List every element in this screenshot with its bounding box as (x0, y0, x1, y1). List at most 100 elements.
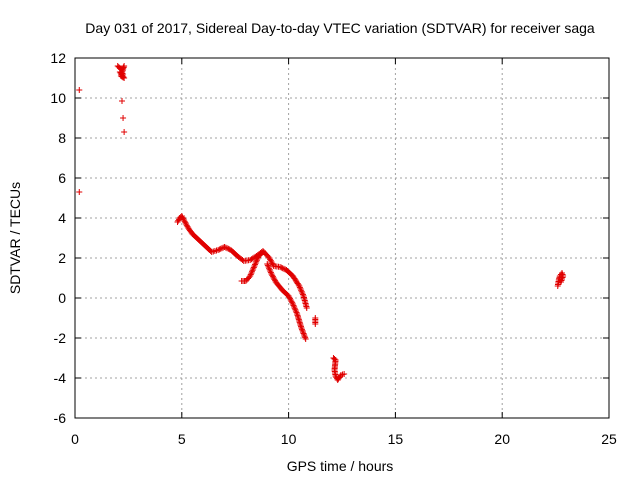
data-point (302, 334, 309, 341)
data-point (280, 265, 287, 272)
data-point (278, 264, 285, 271)
data-point (298, 287, 305, 294)
data-point (265, 263, 272, 270)
data-point (121, 129, 128, 135)
data-point (267, 269, 274, 276)
data-point (258, 250, 265, 256)
x-axis-label: GPS time / hours (287, 458, 394, 474)
data-point (279, 265, 286, 272)
data-point (76, 87, 83, 93)
data-point (250, 265, 257, 272)
data-point (264, 262, 271, 269)
x-tick-label: 20 (494, 431, 510, 447)
y-tick-label: 10 (50, 90, 66, 106)
y-tick-label: 4 (58, 210, 66, 226)
data-point (268, 271, 275, 277)
data-point (269, 273, 276, 280)
data-point (291, 303, 298, 310)
data-point (175, 217, 182, 224)
data-point (217, 245, 224, 252)
data-point (249, 267, 256, 274)
data-point (557, 279, 564, 285)
y-tick-label: 6 (58, 170, 66, 186)
chart-title: Day 031 of 2017, Sidereal Day-to-day VTE… (85, 20, 595, 36)
data-point (264, 261, 271, 267)
axis-ticks: 0 5 10 15 20 25 -6 -4 -2 0 2 4 6 8 10 12 (50, 50, 617, 447)
data-point (299, 290, 306, 297)
data-point (118, 98, 125, 104)
x-tick-label: 5 (178, 431, 186, 447)
data-point (287, 297, 294, 303)
data-point (301, 331, 308, 338)
data-point (253, 258, 260, 265)
data-point (216, 246, 223, 253)
data-point (287, 295, 294, 302)
data-point (296, 284, 303, 291)
data-point (247, 273, 254, 279)
data-point (298, 326, 305, 333)
data-point (312, 321, 319, 327)
x-tick-label: 25 (601, 431, 617, 447)
data-point (286, 294, 293, 301)
grid-lines (75, 58, 609, 418)
data-point (341, 371, 348, 377)
data-point (215, 247, 222, 253)
data-point (300, 329, 307, 336)
data-point (253, 257, 260, 264)
data-point (76, 189, 83, 195)
data-point (288, 298, 295, 305)
data-point (266, 266, 273, 273)
y-tick-label: 2 (58, 250, 66, 266)
data-point (298, 325, 305, 331)
data-point (174, 219, 181, 225)
data-point (266, 255, 273, 261)
data-point (267, 257, 274, 264)
data-point (225, 245, 232, 252)
data-point (293, 309, 300, 316)
data-point (259, 249, 266, 255)
y-tick-label: -2 (54, 330, 67, 346)
data-point (285, 293, 292, 299)
data-point (252, 261, 259, 268)
data-point (183, 222, 190, 229)
data-point (180, 217, 187, 223)
data-point (292, 308, 299, 315)
data-point (277, 264, 284, 270)
y-tick-label: 0 (58, 290, 66, 306)
data-point (251, 263, 258, 269)
plot-frame (74, 57, 610, 419)
data-point (299, 291, 306, 298)
x-tick-label: 15 (388, 431, 404, 447)
data-point (270, 275, 277, 281)
y-axis-label: SDTVAR / TECUs (7, 182, 23, 294)
data-point (300, 330, 307, 337)
data-point (290, 302, 297, 309)
data-point (296, 283, 303, 289)
y-tick-label: -6 (54, 410, 67, 426)
data-point (298, 288, 305, 295)
data-point (299, 327, 306, 334)
x-tick-label: 0 (71, 431, 79, 447)
data-point (269, 260, 276, 267)
data-point (120, 115, 127, 121)
data-point (267, 268, 274, 275)
data-points (76, 63, 567, 383)
y-tick-label: -4 (54, 370, 67, 386)
data-point (250, 264, 257, 271)
data-point (289, 299, 296, 306)
data-point (183, 221, 190, 227)
data-point (224, 245, 231, 252)
data-point (301, 333, 308, 340)
data-point (291, 305, 298, 312)
data-point (267, 256, 274, 263)
data-point (180, 215, 187, 222)
data-point (120, 71, 127, 77)
data-point (289, 301, 296, 307)
data-point (303, 305, 310, 311)
data-point (221, 244, 228, 250)
data-point (297, 285, 304, 292)
data-point (271, 276, 278, 283)
data-point (247, 271, 254, 278)
data-point (218, 245, 225, 252)
